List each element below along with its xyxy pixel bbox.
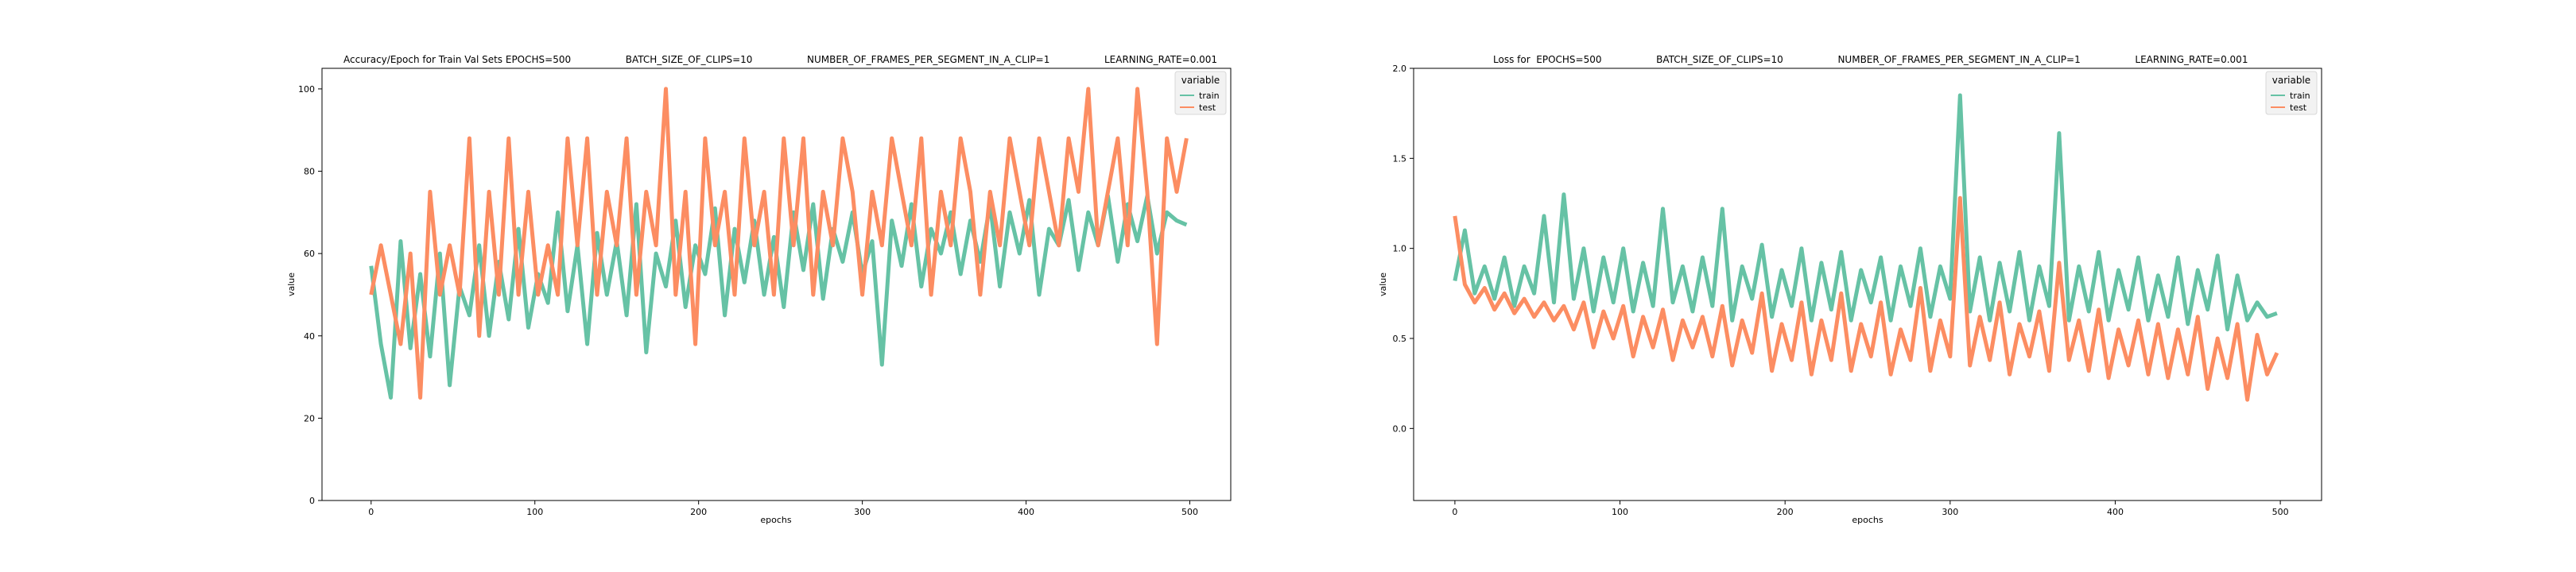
y-tick-label: 0.5 — [1393, 334, 1407, 344]
legend-train-label: train — [2290, 91, 2310, 101]
x-tick-label: 200 — [1777, 507, 1794, 517]
loss-chart: 0 100 200 300 400 500 0.0 0.5 1.0 1.5 2.0 Loss fo… — [1378, 54, 2322, 525]
series-line-train — [369, 194, 1188, 400]
legend: variable train test — [1174, 71, 1227, 115]
x-tick-label: 100 — [1612, 507, 1628, 517]
y-tick-label: 100 — [298, 84, 315, 95]
x-tick-label: 200 — [690, 507, 707, 517]
x-axis-title: epochs — [760, 515, 791, 525]
y-tick-label: 60 — [304, 249, 315, 259]
y-tick-label: 20 — [304, 413, 315, 423]
legend-title: variable — [1181, 75, 1220, 86]
accuracy-chart: 0 100 200 300 400 500 0 20 40 60 80 100 Accuracy/E… — [286, 54, 1232, 525]
y-axis: 0.0 0.5 1.0 1.5 2.0 — [1393, 64, 1414, 434]
x-axis: 0 100 200 300 400 500 — [368, 500, 1198, 517]
x-tick-label: 300 — [854, 507, 871, 517]
series-line-test — [1453, 195, 2279, 402]
y-tick-label: 1.0 — [1393, 244, 1407, 254]
y-tick-label: 2.0 — [1393, 64, 1407, 74]
x-axis-title: epochs — [1852, 515, 1883, 525]
legend-train-label: train — [1199, 91, 1220, 101]
y-tick-label: 0 — [309, 496, 315, 506]
y-axis-title: value — [1378, 272, 1388, 296]
legend-test-label: test — [1199, 102, 1216, 113]
x-tick-label: 500 — [2272, 507, 2289, 517]
y-tick-label: 1.5 — [1393, 153, 1407, 164]
series-line-train — [1453, 93, 2278, 332]
series-line-test — [369, 87, 1189, 400]
legend-box — [2265, 71, 2318, 115]
legend-box — [1174, 71, 1227, 115]
chart-title: Accuracy/Epoch for Train Val Sets EPOCHS… — [343, 54, 1217, 65]
series-lines — [1453, 93, 2279, 402]
x-tick-label: 0 — [368, 507, 374, 517]
plot-area-frame — [321, 68, 1232, 501]
y-axis-title: value — [286, 272, 297, 296]
x-tick-label: 400 — [2107, 507, 2124, 517]
chart-title: Loss for EPOCHS=500 BATCH_SIZE_OF_CLIPS=… — [1493, 54, 2248, 65]
y-axis: 0 20 40 60 80 100 — [298, 84, 322, 506]
legend: variable train test — [2265, 71, 2318, 115]
plot-area-frame — [1413, 68, 2322, 501]
x-tick-label: 500 — [1181, 507, 1198, 517]
y-tick-label: 80 — [304, 167, 315, 177]
x-axis: 0 100 200 300 400 500 — [1452, 500, 2289, 517]
x-tick-label: 300 — [1942, 507, 1958, 517]
legend-title: variable — [2272, 75, 2310, 86]
series-lines — [369, 87, 1189, 400]
x-tick-label: 100 — [526, 507, 543, 517]
x-tick-label: 0 — [1452, 507, 1457, 517]
y-tick-label: 0.0 — [1393, 423, 1407, 434]
y-tick-label: 40 — [304, 331, 315, 342]
legend-test-label: test — [2290, 102, 2307, 113]
x-tick-label: 400 — [1018, 507, 1034, 517]
